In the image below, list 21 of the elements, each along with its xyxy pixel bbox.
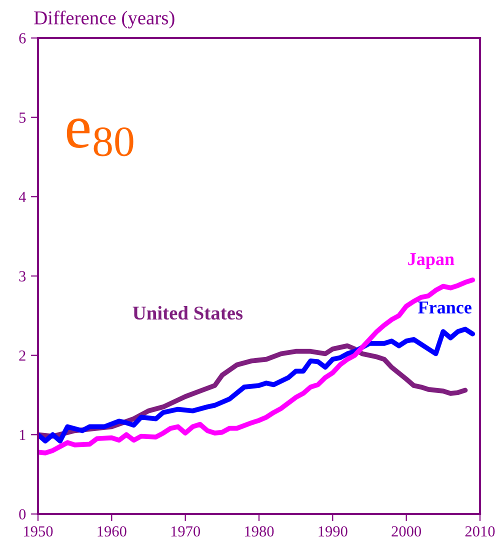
series-label: Japan [408,253,454,269]
text: United States [132,306,243,320]
y-tick-label: 3 [19,271,26,282]
line-series [38,278,476,456]
x-tick-label: 1980 [245,526,274,537]
y-tick-label: 6 [19,33,26,44]
y-tick-label: 2 [19,350,26,361]
y-tick-label: 0 [19,509,26,520]
series-label: France [418,302,472,314]
annotation: e$_{80}$ [66,118,134,156]
line-series [38,326,476,444]
x-tick-label: 1990 [318,526,348,537]
y-tick-label: 4 [18,192,26,202]
x-tick-label: 1960 [98,526,126,537]
x-tick-label: 1970 [171,526,200,537]
y-tick-label: 1 [20,430,26,440]
x-tick-label: 2010 [465,526,495,537]
x-tick-label: 1950 [24,526,53,537]
y-axis-title: Difference (years) [34,10,174,28]
x-tick-label: 2000 [392,526,422,537]
y-tick-label: 5 [19,112,26,123]
